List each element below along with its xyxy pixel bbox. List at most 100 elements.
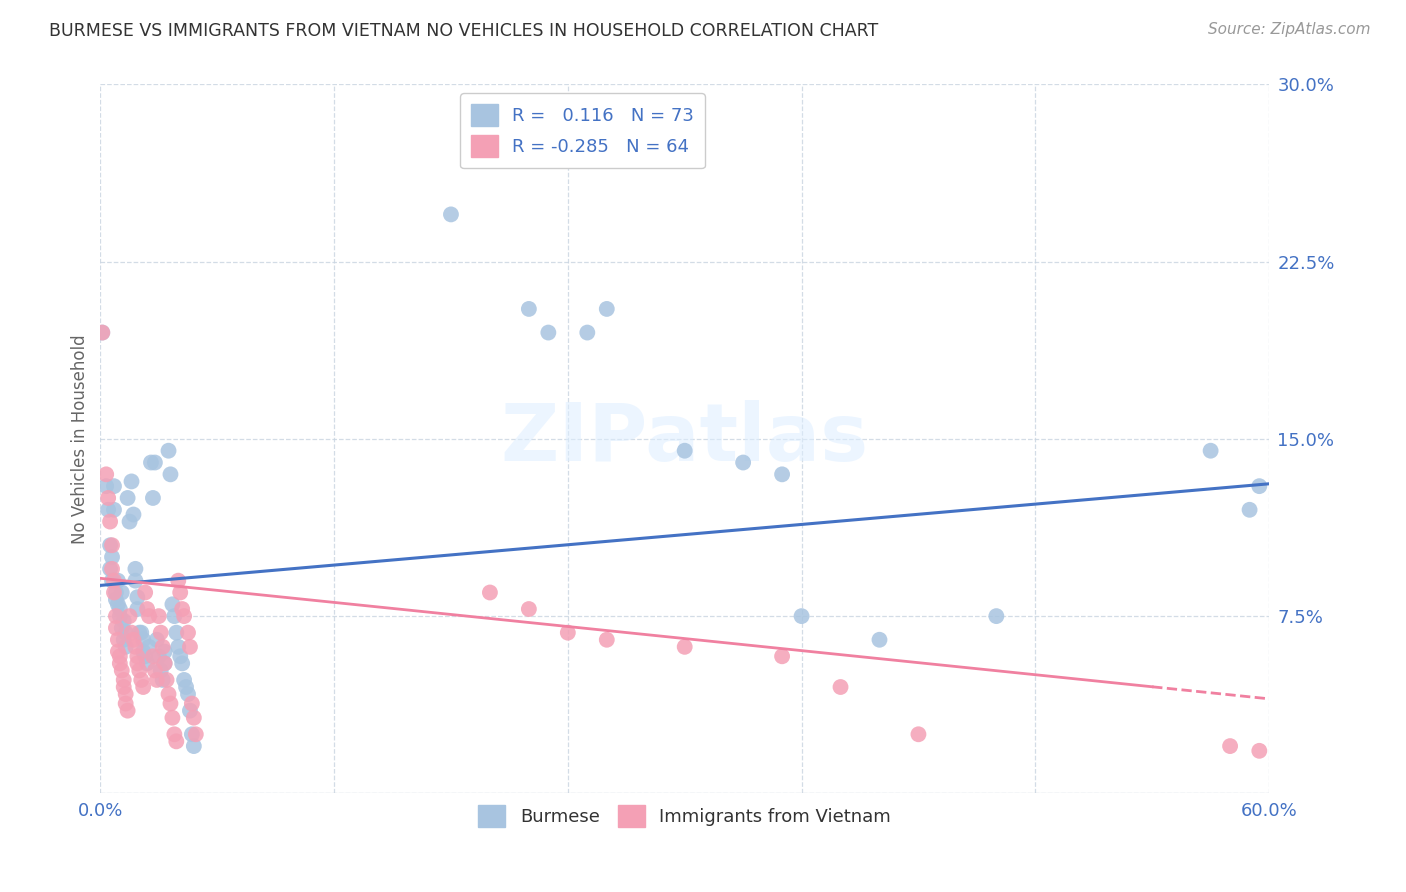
Point	[114, 697, 136, 711]
Point	[180, 697, 202, 711]
Point	[121, 625, 143, 640]
Point	[157, 443, 180, 458]
Point	[148, 649, 170, 664]
Point	[103, 479, 125, 493]
Point	[104, 592, 127, 607]
Point	[770, 649, 793, 664]
Point	[986, 609, 1008, 624]
Point	[149, 664, 172, 678]
Point	[557, 625, 579, 640]
Point	[107, 632, 129, 647]
Point	[104, 609, 127, 624]
Point	[117, 704, 139, 718]
Point	[537, 326, 560, 340]
Point	[103, 585, 125, 599]
Point	[108, 602, 131, 616]
Point	[104, 585, 127, 599]
Point	[155, 673, 177, 687]
Y-axis label: No Vehicles in Household: No Vehicles in Household	[72, 334, 89, 544]
Point	[165, 734, 187, 748]
Point	[111, 664, 134, 678]
Point	[183, 711, 205, 725]
Point	[114, 640, 136, 654]
Point	[117, 491, 139, 505]
Point	[103, 574, 125, 588]
Point	[162, 711, 184, 725]
Point	[107, 574, 129, 588]
Point	[869, 632, 891, 647]
Point	[148, 609, 170, 624]
Point	[129, 625, 152, 640]
Point	[162, 597, 184, 611]
Point	[98, 538, 121, 552]
Point	[167, 574, 190, 588]
Point	[179, 704, 201, 718]
Point	[112, 673, 135, 687]
Point	[478, 585, 501, 599]
Point	[111, 585, 134, 599]
Point	[112, 680, 135, 694]
Point	[172, 657, 194, 671]
Point	[101, 562, 124, 576]
Point	[107, 597, 129, 611]
Point	[127, 602, 149, 616]
Point	[114, 625, 136, 640]
Point	[142, 491, 165, 505]
Point	[118, 609, 141, 624]
Point	[673, 443, 696, 458]
Point	[152, 673, 174, 687]
Point	[907, 727, 929, 741]
Text: BURMESE VS IMMIGRANTS FROM VIETNAM NO VEHICLES IN HOUSEHOLD CORRELATION CHART: BURMESE VS IMMIGRANTS FROM VIETNAM NO VE…	[49, 22, 879, 40]
Point	[122, 508, 145, 522]
Point	[91, 326, 114, 340]
Point	[163, 609, 186, 624]
Point	[98, 515, 121, 529]
Point	[108, 649, 131, 664]
Point	[122, 632, 145, 647]
Point	[108, 609, 131, 624]
Point	[108, 657, 131, 671]
Point	[128, 664, 150, 678]
Point	[184, 727, 207, 741]
Text: ZIPatlas: ZIPatlas	[501, 400, 869, 478]
Point	[134, 649, 156, 664]
Point	[1199, 443, 1222, 458]
Point	[96, 479, 118, 493]
Point	[132, 644, 155, 658]
Point	[124, 640, 146, 654]
Point	[127, 591, 149, 605]
Point	[1249, 744, 1271, 758]
Point	[830, 680, 852, 694]
Point	[149, 625, 172, 640]
Point	[153, 644, 176, 658]
Point	[576, 326, 599, 340]
Point	[180, 727, 202, 741]
Point	[91, 326, 114, 340]
Point	[157, 687, 180, 701]
Point	[146, 673, 169, 687]
Point	[596, 301, 619, 316]
Point	[169, 649, 191, 664]
Point	[790, 609, 813, 624]
Point	[733, 456, 755, 470]
Point	[138, 609, 160, 624]
Point	[124, 574, 146, 588]
Point	[517, 301, 540, 316]
Point	[132, 632, 155, 647]
Point	[159, 467, 181, 482]
Point	[112, 632, 135, 647]
Point	[111, 621, 134, 635]
Point	[167, 640, 190, 654]
Point	[173, 673, 195, 687]
Point	[173, 609, 195, 624]
Point	[169, 585, 191, 599]
Point	[143, 456, 166, 470]
Point	[124, 562, 146, 576]
Text: Source: ZipAtlas.com: Source: ZipAtlas.com	[1208, 22, 1371, 37]
Point	[153, 657, 176, 671]
Point	[134, 585, 156, 599]
Point	[146, 632, 169, 647]
Point	[143, 664, 166, 678]
Point	[104, 621, 127, 635]
Point	[118, 515, 141, 529]
